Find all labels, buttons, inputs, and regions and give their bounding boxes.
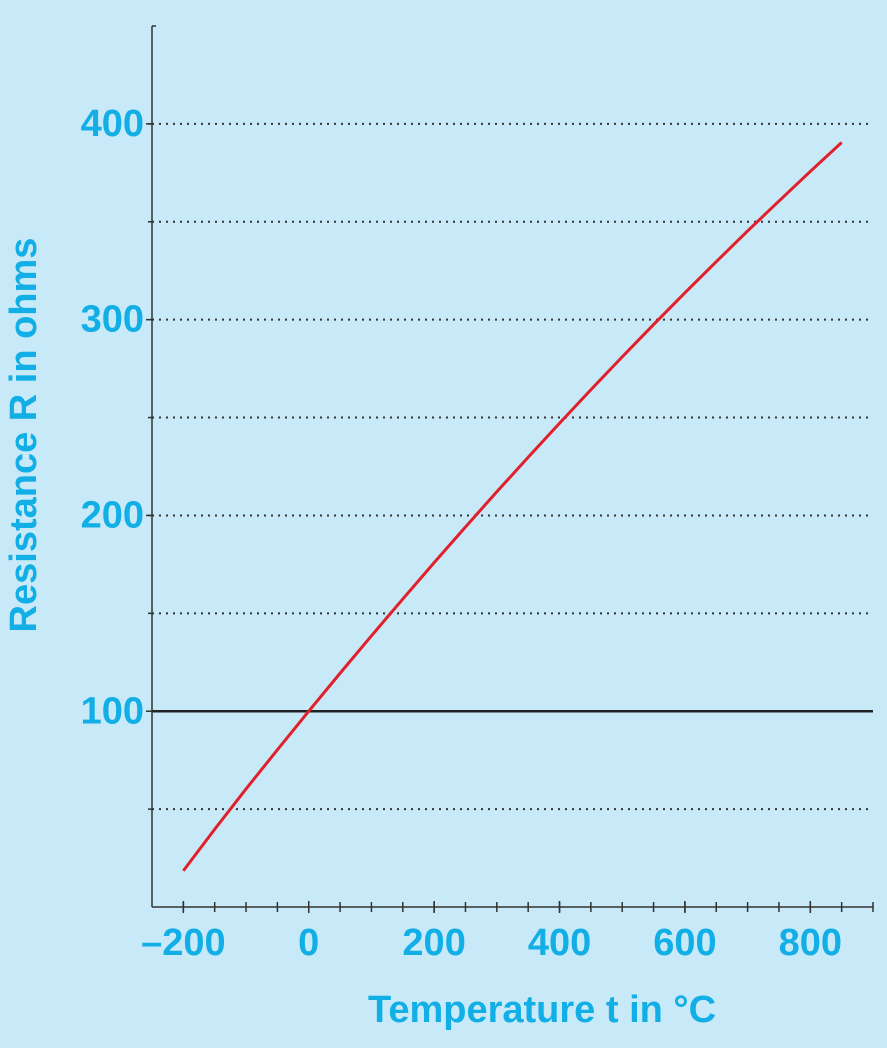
y-tick-label: 200 (81, 494, 144, 536)
x-tick-label: 800 (779, 922, 842, 964)
data-line (182, 141, 843, 872)
x-tick-label: 200 (402, 922, 465, 964)
x-axis-label: Temperature t in °C (368, 989, 716, 1031)
x-tick-label: 0 (298, 922, 319, 964)
x-tick-label: 400 (528, 922, 591, 964)
y-tick-label: 300 (81, 299, 144, 341)
x-tick-label: –200 (141, 922, 226, 964)
y-tick-label: 100 (81, 690, 144, 732)
y-tick-label: 400 (81, 103, 144, 145)
x-tick-label: 600 (653, 922, 716, 964)
y-axis-label: Resistance R in ohms (3, 238, 45, 633)
